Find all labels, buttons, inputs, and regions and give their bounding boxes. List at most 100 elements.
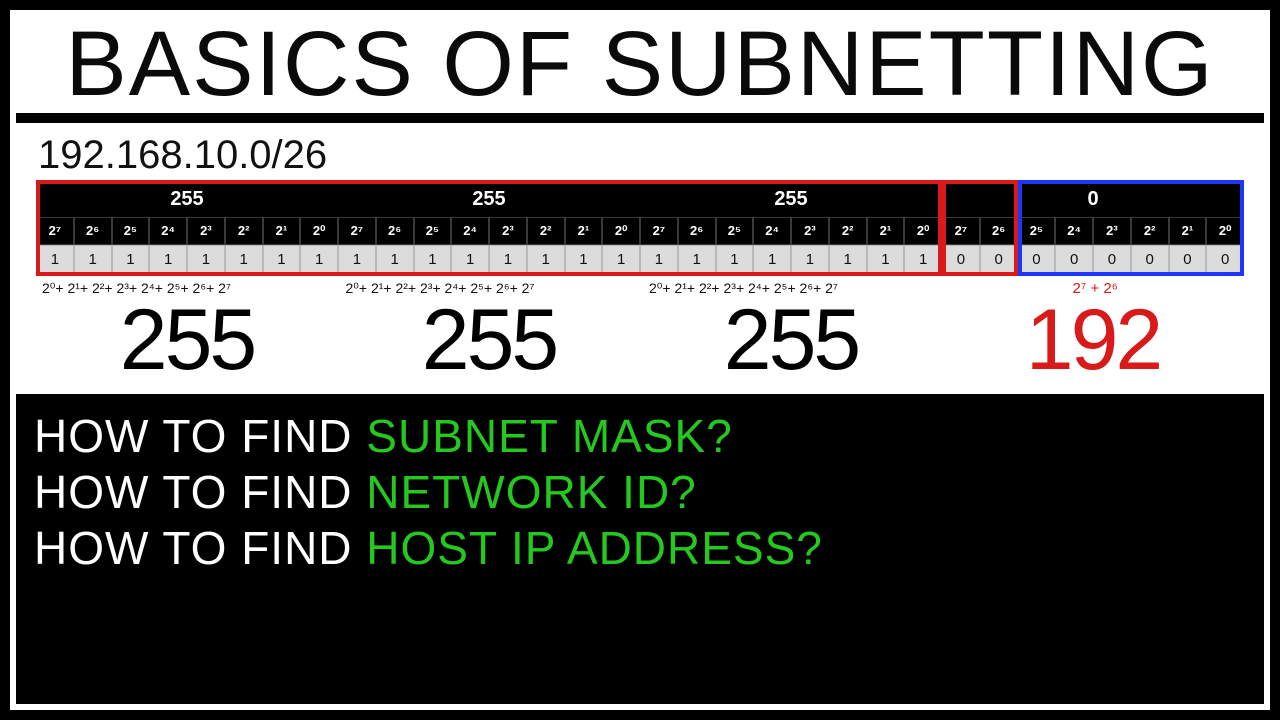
question-keyword: NETWORK ID? xyxy=(366,466,696,518)
exponent-cell: 2³ xyxy=(1093,217,1131,245)
slide-frame: BASICS OF SUBNETTING 192.168.10.0/26 255… xyxy=(10,10,1270,710)
exponent-cell: 2³ xyxy=(489,217,527,245)
exponent-cell: 2⁶ xyxy=(74,217,112,245)
exponent-cell: 2⁷ xyxy=(36,217,74,245)
octet-3: 2552⁷2⁶2⁵2⁴2³2²2¹2⁰11111111 xyxy=(640,182,942,274)
octet-table: 2552⁷2⁶2⁵2⁴2³2²2¹2⁰111111112552⁷2⁶2⁵2⁴2³… xyxy=(36,182,1244,274)
exponent-cell: 2⁴ xyxy=(451,217,489,245)
bit-cell: 0 xyxy=(1131,245,1169,274)
result-number: 255 xyxy=(338,291,640,390)
slide-title: BASICS OF SUBNETTING xyxy=(16,16,1264,123)
bit-value-row: 11111111 xyxy=(36,245,338,274)
bit-cell: 1 xyxy=(753,245,791,274)
exponent-cell: 2⁶ xyxy=(678,217,716,245)
bit-cell: 1 xyxy=(451,245,489,274)
question-keyword: SUBNET MASK? xyxy=(366,410,732,462)
question-keyword: HOST IP ADDRESS? xyxy=(366,522,823,574)
octet-2: 2552⁷2⁶2⁵2⁴2³2²2¹2⁰11111111 xyxy=(338,182,640,274)
exponent-cell: 2⁷ xyxy=(942,217,980,245)
exponent-row: 2⁷2⁶2⁵2⁴2³2²2¹2⁰ xyxy=(942,217,1244,245)
bit-cell: 1 xyxy=(187,245,225,274)
exponent-cell: 2⁴ xyxy=(1055,217,1093,245)
exponent-row: 2⁷2⁶2⁵2⁴2³2²2¹2⁰ xyxy=(640,217,942,245)
bit-cell: 1 xyxy=(640,245,678,274)
cidr-notation: 192.168.10.0/26 xyxy=(38,133,1244,178)
bit-cell: 1 xyxy=(829,245,867,274)
octet-header: 0 xyxy=(942,182,1244,217)
exponent-row: 2⁷2⁶2⁵2⁴2³2²2¹2⁰ xyxy=(36,217,338,245)
octet-header: 255 xyxy=(36,182,338,217)
exponent-cell: 2⁴ xyxy=(149,217,187,245)
exponent-row: 2⁷2⁶2⁵2⁴2³2²2¹2⁰ xyxy=(338,217,640,245)
exponent-cell: 2⁷ xyxy=(338,217,376,245)
bit-cell: 1 xyxy=(112,245,150,274)
exponent-cell: 2⁰ xyxy=(602,217,640,245)
bit-cell: 1 xyxy=(791,245,829,274)
bit-cell: 1 xyxy=(36,245,74,274)
octet-4: 02⁷2⁶2⁵2⁴2³2²2¹2⁰00000000 xyxy=(942,182,1244,274)
exponent-cell: 2⁶ xyxy=(980,217,1018,245)
exponent-cell: 2⁵ xyxy=(1018,217,1056,245)
result-number: 192 xyxy=(942,291,1244,390)
question-line: HOW TO FIND NETWORK ID? xyxy=(34,464,1264,520)
diagram-panel: 192.168.10.0/26 2552⁷2⁶2⁵2⁴2³2²2¹2⁰11111… xyxy=(16,123,1264,394)
bit-cell: 1 xyxy=(602,245,640,274)
bit-cell: 1 xyxy=(904,245,942,274)
exponent-cell: 2¹ xyxy=(565,217,603,245)
question-prefix: HOW TO FIND xyxy=(34,522,366,574)
bit-cell: 1 xyxy=(716,245,754,274)
bit-cell: 1 xyxy=(263,245,301,274)
bit-cell: 0 xyxy=(942,245,980,274)
exponent-cell: 2⁰ xyxy=(904,217,942,245)
bit-cell: 1 xyxy=(489,245,527,274)
exponent-cell: 2⁰ xyxy=(1206,217,1244,245)
bit-cell: 1 xyxy=(149,245,187,274)
octet-header: 255 xyxy=(640,182,942,217)
bit-value-row: 11111111 xyxy=(640,245,942,274)
bit-cell: 1 xyxy=(678,245,716,274)
octet-header: 255 xyxy=(338,182,640,217)
bit-cell: 1 xyxy=(414,245,452,274)
exponent-cell: 2⁵ xyxy=(716,217,754,245)
bit-cell: 1 xyxy=(867,245,905,274)
result-numbers-row: 255255255192 xyxy=(36,291,1244,390)
bit-value-row: 00000000 xyxy=(942,245,1244,274)
exponent-cell: 2² xyxy=(225,217,263,245)
bit-cell: 0 xyxy=(1055,245,1093,274)
question-prefix: HOW TO FIND xyxy=(34,410,366,462)
exponent-cell: 2⁷ xyxy=(640,217,678,245)
exponent-cell: 2² xyxy=(527,217,565,245)
question-line: HOW TO FIND SUBNET MASK? xyxy=(34,408,1264,464)
exponent-cell: 2⁰ xyxy=(300,217,338,245)
exponent-cell: 2³ xyxy=(187,217,225,245)
bit-cell: 1 xyxy=(338,245,376,274)
exponent-cell: 2¹ xyxy=(1169,217,1207,245)
bit-cell: 1 xyxy=(74,245,112,274)
bit-cell: 0 xyxy=(1018,245,1056,274)
result-number: 255 xyxy=(36,291,338,390)
bit-cell: 0 xyxy=(1169,245,1207,274)
bit-cell: 1 xyxy=(225,245,263,274)
bit-cell: 0 xyxy=(980,245,1018,274)
bit-cell: 0 xyxy=(1206,245,1244,274)
exponent-cell: 2² xyxy=(1131,217,1169,245)
exponent-cell: 2⁴ xyxy=(753,217,791,245)
question-prefix: HOW TO FIND xyxy=(34,466,366,518)
exponent-cell: 2⁵ xyxy=(112,217,150,245)
bit-cell: 1 xyxy=(376,245,414,274)
exponent-cell: 2³ xyxy=(791,217,829,245)
question-line: HOW TO FIND HOST IP ADDRESS? xyxy=(34,520,1264,576)
bit-value-row: 11111111 xyxy=(338,245,640,274)
exponent-cell: 2⁶ xyxy=(376,217,414,245)
exponent-cell: 2² xyxy=(829,217,867,245)
exponent-cell: 2¹ xyxy=(263,217,301,245)
octet-1: 2552⁷2⁶2⁵2⁴2³2²2¹2⁰11111111 xyxy=(36,182,338,274)
exponent-cell: 2¹ xyxy=(867,217,905,245)
bit-cell: 1 xyxy=(565,245,603,274)
questions-list: HOW TO FIND SUBNET MASK?HOW TO FIND NETW… xyxy=(16,394,1264,576)
result-number: 255 xyxy=(640,291,942,390)
bit-cell: 1 xyxy=(300,245,338,274)
exponent-cell: 2⁵ xyxy=(414,217,452,245)
octet-table-wrapper: 2552⁷2⁶2⁵2⁴2³2²2¹2⁰111111112552⁷2⁶2⁵2⁴2³… xyxy=(36,182,1244,274)
bit-cell: 1 xyxy=(527,245,565,274)
